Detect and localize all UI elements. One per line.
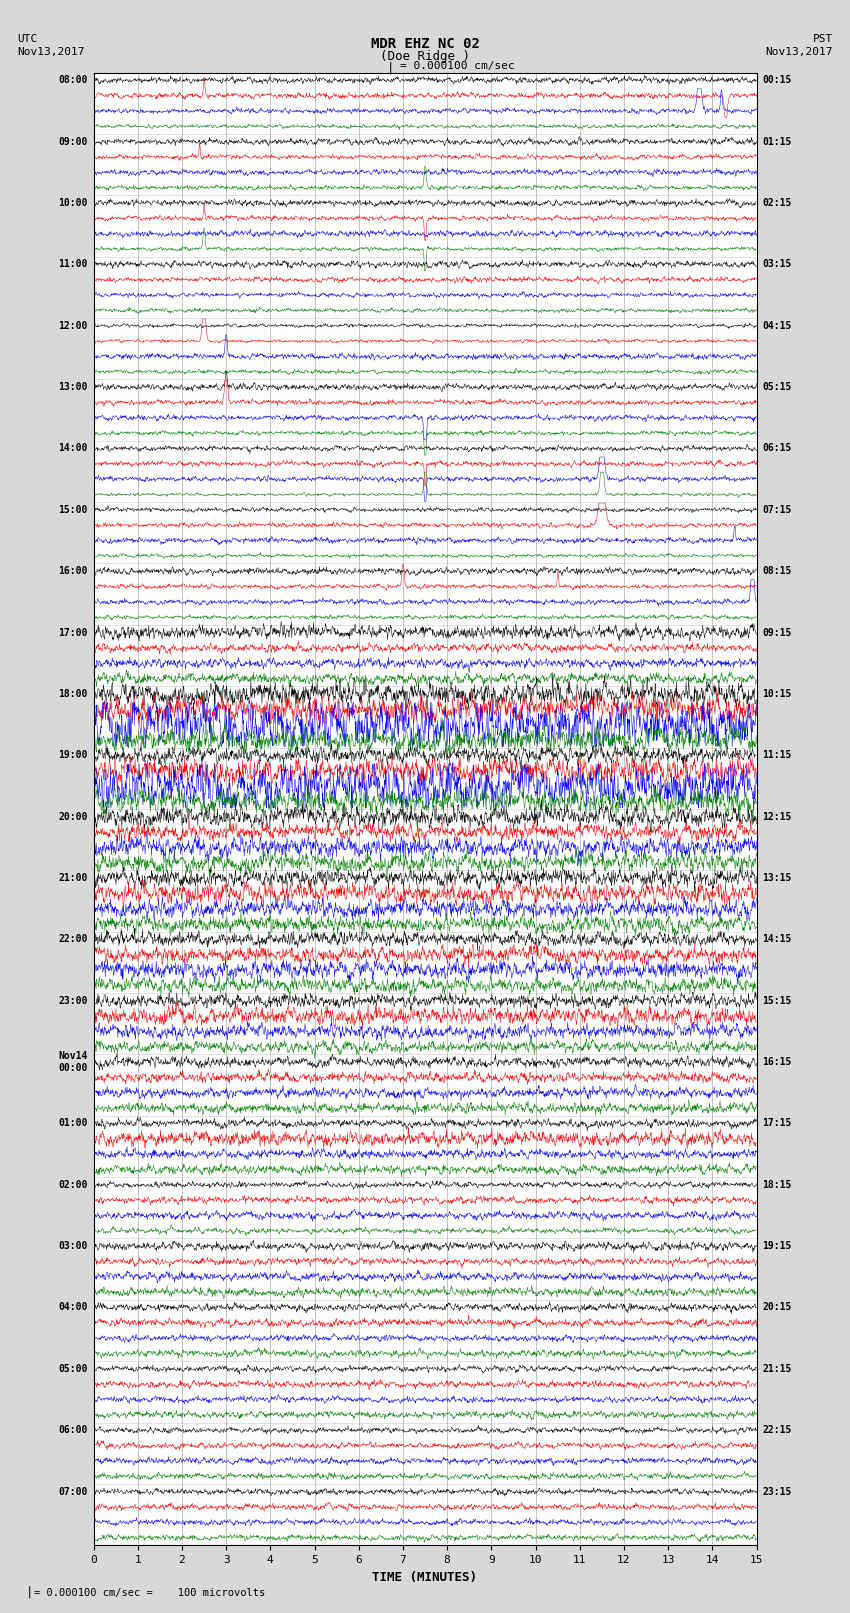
- Text: Nov13,2017: Nov13,2017: [17, 47, 84, 56]
- Text: 05:00: 05:00: [59, 1365, 88, 1374]
- Text: = 0.000100 cm/sec =    100 microvolts: = 0.000100 cm/sec = 100 microvolts: [34, 1589, 265, 1598]
- Text: 17:00: 17:00: [59, 627, 88, 637]
- Text: |: |: [26, 1586, 33, 1598]
- Text: 18:00: 18:00: [59, 689, 88, 698]
- X-axis label: TIME (MINUTES): TIME (MINUTES): [372, 1571, 478, 1584]
- Text: 01:00: 01:00: [59, 1118, 88, 1129]
- Text: 09:00: 09:00: [59, 137, 88, 147]
- Text: 14:15: 14:15: [762, 934, 791, 944]
- Text: 21:00: 21:00: [59, 873, 88, 882]
- Text: 03:00: 03:00: [59, 1240, 88, 1252]
- Text: 10:15: 10:15: [762, 689, 791, 698]
- Text: 19:00: 19:00: [59, 750, 88, 760]
- Text: 10:00: 10:00: [59, 198, 88, 208]
- Text: 13:15: 13:15: [762, 873, 791, 882]
- Text: 20:15: 20:15: [762, 1302, 791, 1313]
- Text: 06:15: 06:15: [762, 444, 791, 453]
- Text: 05:15: 05:15: [762, 382, 791, 392]
- Text: 12:00: 12:00: [59, 321, 88, 331]
- Text: 11:00: 11:00: [59, 260, 88, 269]
- Text: 04:00: 04:00: [59, 1302, 88, 1313]
- Text: 21:15: 21:15: [762, 1365, 791, 1374]
- Text: = 0.000100 cm/sec: = 0.000100 cm/sec: [400, 61, 514, 71]
- Text: 01:15: 01:15: [762, 137, 791, 147]
- Text: 16:15: 16:15: [762, 1057, 791, 1068]
- Text: 20:00: 20:00: [59, 811, 88, 821]
- Text: 23:15: 23:15: [762, 1487, 791, 1497]
- Text: |: |: [388, 61, 394, 74]
- Text: MDR EHZ NC 02: MDR EHZ NC 02: [371, 37, 479, 52]
- Text: 06:00: 06:00: [59, 1426, 88, 1436]
- Text: 08:15: 08:15: [762, 566, 791, 576]
- Text: 12:15: 12:15: [762, 811, 791, 821]
- Text: 18:15: 18:15: [762, 1179, 791, 1190]
- Text: 22:15: 22:15: [762, 1426, 791, 1436]
- Text: 02:00: 02:00: [59, 1179, 88, 1190]
- Text: 02:15: 02:15: [762, 198, 791, 208]
- Text: 04:15: 04:15: [762, 321, 791, 331]
- Text: 23:00: 23:00: [59, 995, 88, 1005]
- Text: 08:00: 08:00: [59, 76, 88, 85]
- Text: 16:00: 16:00: [59, 566, 88, 576]
- Text: (Doe Ridge ): (Doe Ridge ): [380, 50, 470, 63]
- Text: UTC: UTC: [17, 34, 37, 44]
- Text: 14:00: 14:00: [59, 444, 88, 453]
- Text: 11:15: 11:15: [762, 750, 791, 760]
- Text: 17:15: 17:15: [762, 1118, 791, 1129]
- Text: 13:00: 13:00: [59, 382, 88, 392]
- Text: 07:15: 07:15: [762, 505, 791, 515]
- Text: Nov14
00:00: Nov14 00:00: [59, 1052, 88, 1073]
- Text: 15:15: 15:15: [762, 995, 791, 1005]
- Text: 07:00: 07:00: [59, 1487, 88, 1497]
- Text: PST: PST: [813, 34, 833, 44]
- Text: 15:00: 15:00: [59, 505, 88, 515]
- Text: 03:15: 03:15: [762, 260, 791, 269]
- Text: Nov13,2017: Nov13,2017: [766, 47, 833, 56]
- Text: 00:15: 00:15: [762, 76, 791, 85]
- Text: 19:15: 19:15: [762, 1240, 791, 1252]
- Text: 22:00: 22:00: [59, 934, 88, 944]
- Text: 09:15: 09:15: [762, 627, 791, 637]
